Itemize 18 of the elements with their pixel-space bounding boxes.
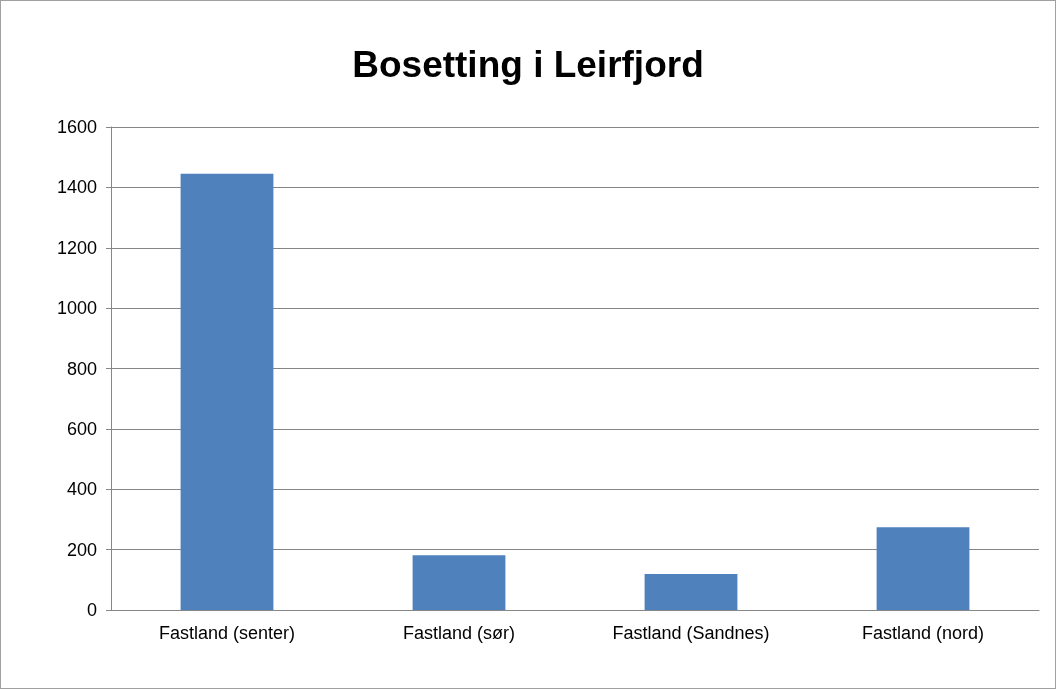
y-tick-label: 1200	[56, 237, 97, 258]
x-tick-label: Fastland (nord)	[861, 623, 985, 643]
y-tick-label: 1600	[56, 117, 97, 137]
y-tick-label: 800	[66, 358, 97, 379]
y-tick-label: 200	[66, 539, 97, 560]
y-tick-label: 1400	[56, 177, 97, 198]
x-tick-label: Fastland (Sandnes)	[612, 623, 770, 643]
y-tick-label: 400	[66, 479, 97, 500]
bar	[644, 574, 738, 610]
x-tick-label: Fastland (senter)	[158, 623, 296, 643]
bar	[412, 555, 506, 610]
y-tick-label: 1000	[56, 298, 97, 319]
bar	[180, 173, 274, 610]
y-tick-label: 600	[66, 418, 97, 439]
x-tick-label: Fastland (sør)	[402, 623, 516, 643]
bar	[876, 527, 970, 610]
chart-title: Bosetting i Leirfjord	[352, 44, 704, 85]
y-tick-label: 0	[86, 600, 97, 620]
